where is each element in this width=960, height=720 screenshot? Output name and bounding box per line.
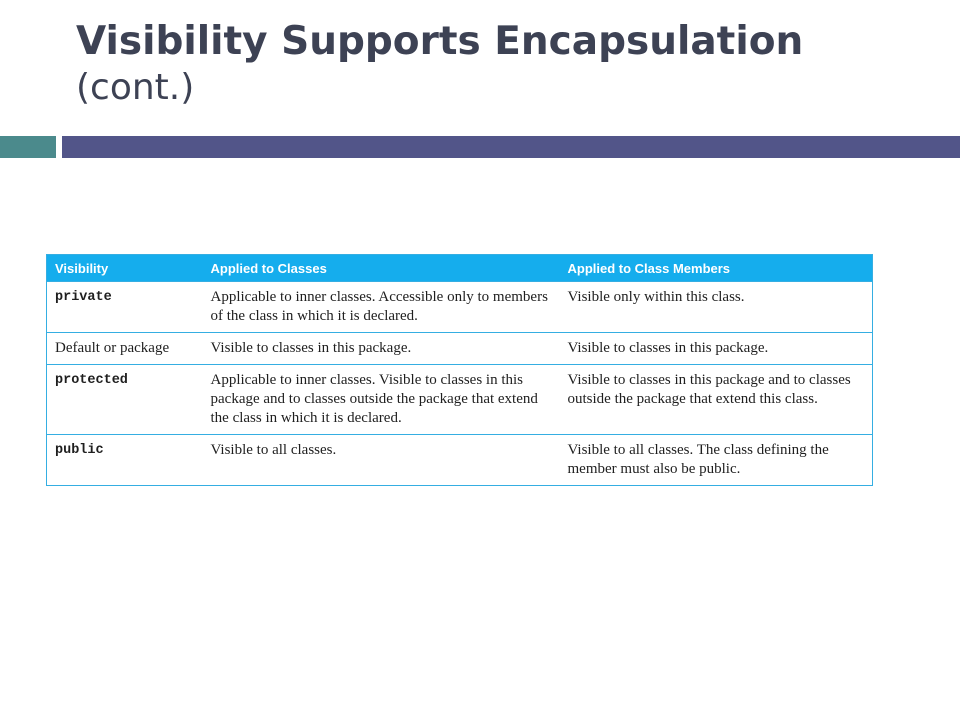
title-main: Visibility Supports Encapsulation bbox=[76, 19, 804, 64]
table-row: public Visible to all classes. Visible t… bbox=[46, 434, 873, 486]
table-row: protected Applicable to inner classes. V… bbox=[46, 364, 873, 435]
cell-visibility: public bbox=[46, 434, 203, 486]
visibility-table: Visibility Applied to Classes Applied to… bbox=[46, 254, 873, 486]
header-applied-to-class-members: Applied to Class Members bbox=[559, 254, 873, 282]
cell-members: Visible to all classes. The class defini… bbox=[559, 434, 873, 486]
accent-bar-indigo bbox=[62, 136, 960, 158]
header-visibility: Visibility bbox=[46, 254, 203, 282]
cell-classes: Visible to classes in this package. bbox=[202, 332, 560, 365]
cell-visibility: Default or package bbox=[46, 332, 203, 365]
cell-members: Visible to classes in this package. bbox=[559, 332, 873, 365]
table-header-row: Visibility Applied to Classes Applied to… bbox=[46, 254, 873, 282]
cell-visibility: protected bbox=[46, 364, 203, 435]
accent-bar-teal bbox=[0, 136, 56, 158]
cell-members: Visible only within this class. bbox=[559, 281, 873, 333]
title-subtitle: (cont.) bbox=[76, 66, 195, 108]
slide-title: Visibility Supports Encapsulation (cont.… bbox=[76, 18, 936, 109]
table-row: private Applicable to inner classes. Acc… bbox=[46, 281, 873, 333]
cell-classes: Applicable to inner classes. Accessible … bbox=[202, 281, 560, 333]
cell-members: Visible to classes in this package and t… bbox=[559, 364, 873, 435]
cell-visibility: private bbox=[46, 281, 203, 333]
cell-classes: Visible to all classes. bbox=[202, 434, 560, 486]
cell-classes: Applicable to inner classes. Visible to … bbox=[202, 364, 560, 435]
table-row: Default or package Visible to classes in… bbox=[46, 332, 873, 365]
header-applied-to-classes: Applied to Classes bbox=[202, 254, 560, 282]
